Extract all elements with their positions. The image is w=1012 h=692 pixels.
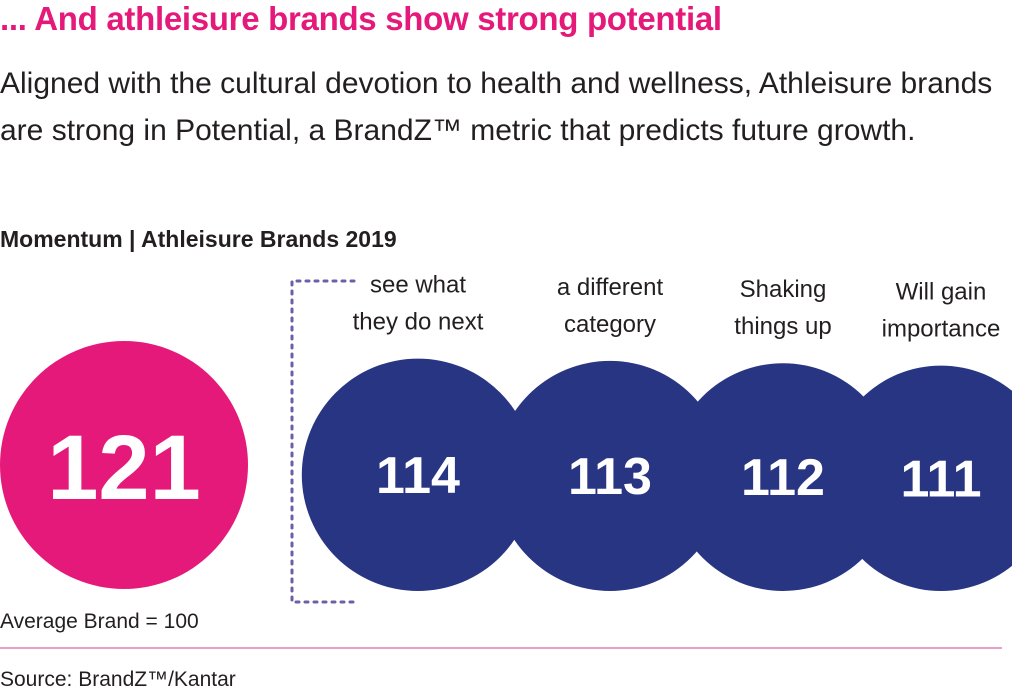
dotted-bracket — [290, 279, 356, 604]
item-bubble-value: 113 — [568, 448, 652, 506]
item-bubble-value: 112 — [741, 449, 825, 507]
item-label-line: Will gain — [896, 279, 987, 306]
item-bubble — [669, 363, 897, 591]
item-label-line: Shaking — [740, 276, 827, 303]
item-bubble — [828, 365, 1012, 591]
item-bubble — [494, 360, 726, 591]
item-label-line: importance — [882, 316, 1001, 343]
item-bubble — [301, 358, 535, 591]
divider-line — [0, 647, 1002, 649]
average-brand-note: Average Brand = 100 — [0, 610, 199, 633]
headline: ... And athleisure brands show strong po… — [0, 0, 722, 37]
main-bubble-value: 121 — [47, 417, 201, 519]
intro-text: Aligned with the cultural devotion to he… — [0, 67, 993, 147]
item-label-line: category — [564, 311, 656, 338]
item-bubble-value: 111 — [900, 450, 981, 508]
item-bubble-value: 114 — [376, 447, 460, 505]
item-label-line: things up — [734, 313, 831, 340]
chart-title: Momentum | Athleisure Brands 2019 — [0, 226, 397, 252]
item-label-line: they do next — [353, 309, 484, 336]
item-label-line: a different — [557, 274, 664, 301]
source-note: Source: BrandZ™/Kantar — [0, 668, 236, 691]
main-bubble — [0, 341, 248, 589]
item-label-line: see what — [370, 272, 466, 299]
